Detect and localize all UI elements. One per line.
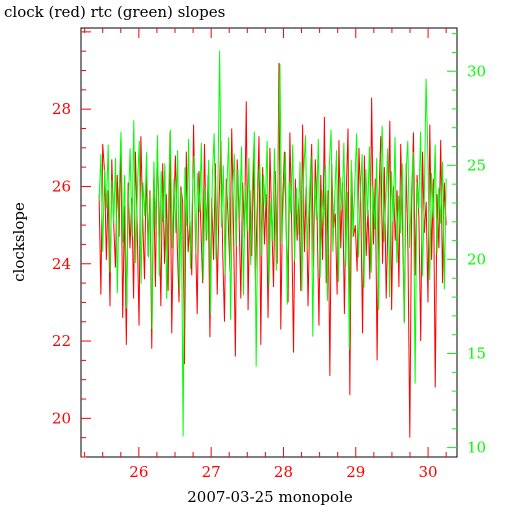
- y-axis-right: 10 15 20 25 30: [447, 33, 486, 457]
- y-right-tick-label: 25: [467, 156, 486, 174]
- y-right-tick-label: 10: [467, 439, 486, 457]
- y-right-tick-label: 30: [467, 62, 486, 80]
- y-left-tick-label: 26: [52, 177, 71, 195]
- y-right-tick-label: 20: [467, 250, 486, 268]
- x-tick-label: 29: [346, 463, 365, 481]
- x-axis-title: 2007-03-25 monopole: [187, 488, 353, 506]
- x-tick-label: 26: [129, 463, 148, 481]
- rtc-series-line: [98, 50, 447, 437]
- x-axis-bottom: 26 27 28 29 30: [84, 28, 447, 481]
- y-axis-left: 20 22 24 26 28: [52, 31, 91, 458]
- y-axis-title: clockslope: [10, 202, 28, 282]
- x-tick-label: 30: [419, 463, 438, 481]
- y-left-tick-label: 20: [52, 409, 71, 427]
- y-left-tick-label: 28: [52, 100, 71, 118]
- chart-title: clock (red) rtc (green) slopes: [4, 3, 225, 21]
- y-right-tick-label: 15: [467, 345, 486, 363]
- series-layer: [98, 50, 447, 438]
- y-left-tick-label: 22: [52, 332, 71, 350]
- y-left-tick-label: 24: [52, 255, 71, 273]
- plot-frame: [80, 27, 458, 458]
- x-tick-label: 27: [202, 463, 221, 481]
- x-tick-label: 28: [274, 463, 293, 481]
